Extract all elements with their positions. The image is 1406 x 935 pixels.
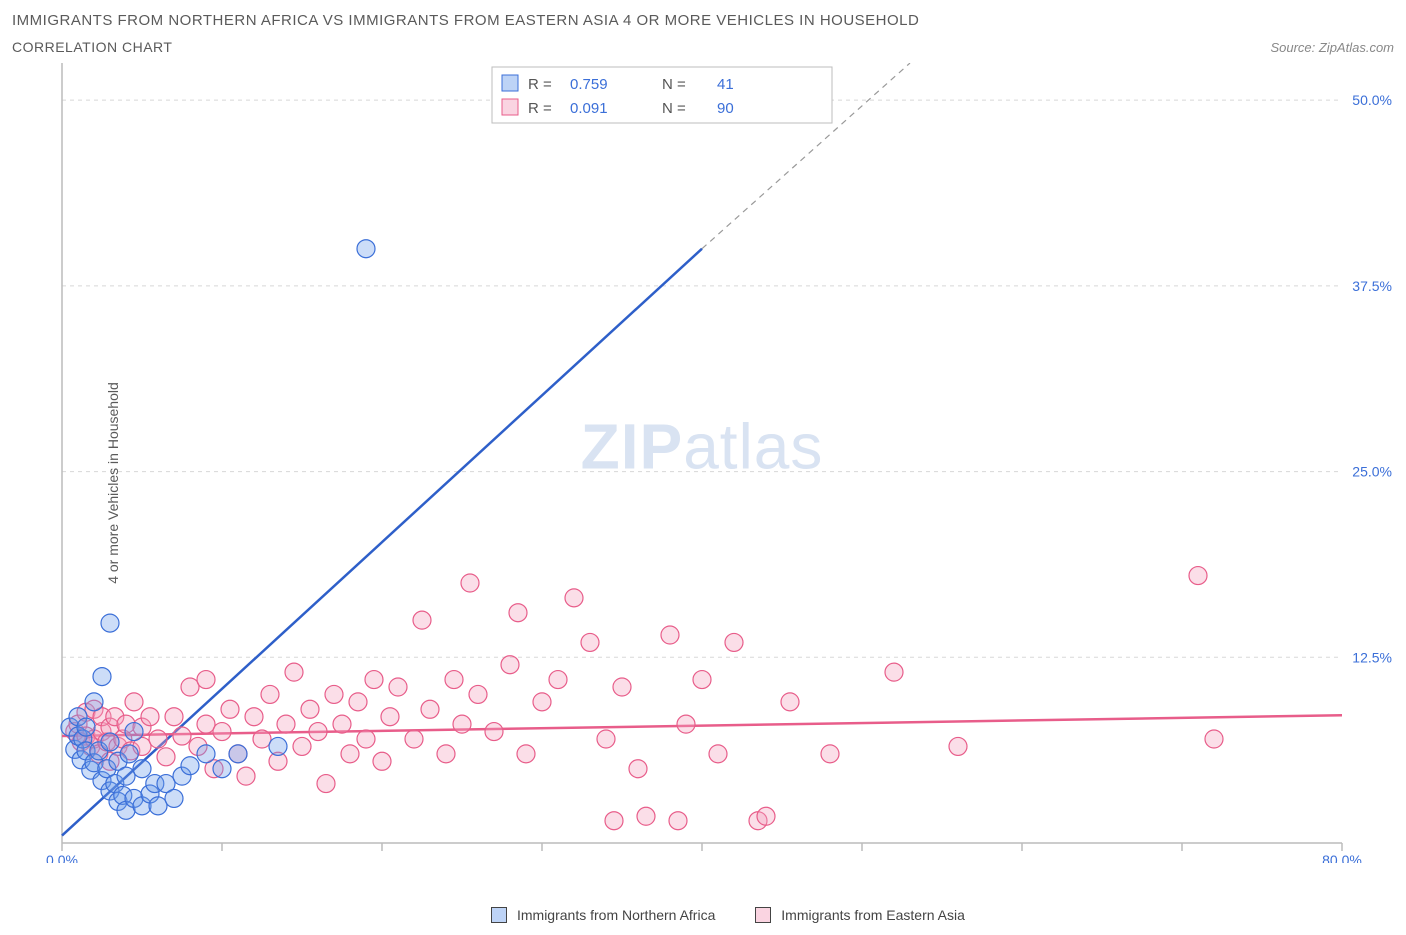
svg-text:0.091: 0.091 xyxy=(570,100,608,117)
legend-pink-label: Immigrants from Eastern Asia xyxy=(781,907,965,923)
chart-title-2: CORRELATION CHART xyxy=(12,39,172,55)
svg-text:N =: N = xyxy=(662,100,686,117)
svg-text:R =: R = xyxy=(528,76,552,93)
y-axis-label: 4 or more Vehicles in Household xyxy=(105,382,121,584)
svg-text:50.0%: 50.0% xyxy=(1352,92,1392,108)
svg-text:R =: R = xyxy=(528,100,552,117)
legend-item-blue: Immigrants from Northern Africa xyxy=(491,907,715,923)
legend-item-pink: Immigrants from Eastern Asia xyxy=(755,907,965,923)
svg-text:80.0%: 80.0% xyxy=(1322,852,1362,863)
svg-text:12.5%: 12.5% xyxy=(1352,649,1392,665)
svg-text:ZIPatlas: ZIPatlas xyxy=(581,411,824,483)
svg-text:25.0%: 25.0% xyxy=(1352,464,1392,480)
swatch-blue-icon xyxy=(491,907,507,923)
svg-text:0.759: 0.759 xyxy=(570,76,608,93)
swatch-pink-icon xyxy=(755,907,771,923)
scatter-chart: 4 or more Vehicles in Household 0.0% 80.0… xyxy=(12,63,1394,903)
svg-text:N =: N = xyxy=(662,76,686,93)
chart-title-1: IMMIGRANTS FROM NORTHERN AFRICA VS IMMIG… xyxy=(12,12,1394,29)
svg-text:90: 90 xyxy=(717,100,734,117)
bottom-legend: Immigrants from Northern Africa Immigran… xyxy=(12,907,1394,923)
svg-text:0.0%: 0.0% xyxy=(46,852,78,863)
legend-blue-label: Immigrants from Northern Africa xyxy=(517,907,715,923)
svg-text:41: 41 xyxy=(717,76,734,93)
source-label: Source: ZipAtlas.com xyxy=(1270,40,1394,55)
svg-text:37.5%: 37.5% xyxy=(1352,278,1392,294)
